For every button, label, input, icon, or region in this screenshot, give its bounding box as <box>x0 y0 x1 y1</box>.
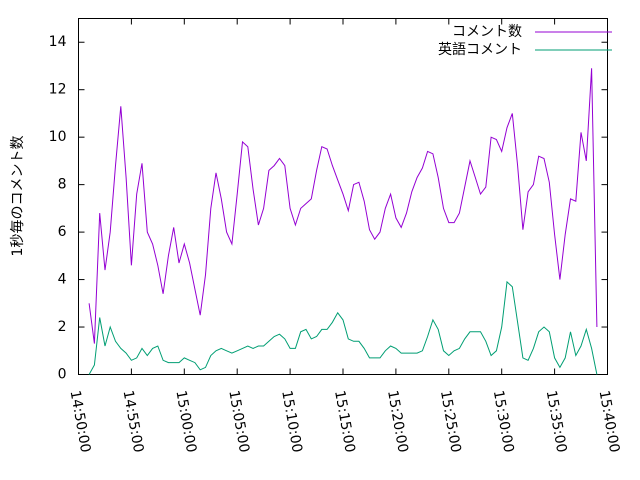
x-tick-label: 15:30:00 <box>490 389 517 454</box>
legend-label: 英語コメント <box>438 41 522 58</box>
x-tick-label: 15:05:00 <box>225 389 252 454</box>
x-tick-label: 15:35:00 <box>543 389 570 454</box>
y-tick-label: 6 <box>58 224 67 240</box>
y-tick-label: 2 <box>58 319 67 335</box>
x-tick-label: 14:55:00 <box>120 389 147 454</box>
x-tick-label: 15:40:00 <box>596 389 623 454</box>
x-tick-label: 14:50:00 <box>67 389 94 454</box>
y-tick-label: 0 <box>58 367 67 383</box>
y-tick-label: 10 <box>49 129 67 145</box>
y-tick-label: 4 <box>58 272 67 288</box>
y-tick-label: 14 <box>49 34 67 50</box>
y-tick-label: 8 <box>58 177 67 193</box>
x-tick-label: 15:15:00 <box>331 389 358 454</box>
y-axis-label: 1秒毎のコメント数 <box>10 136 26 257</box>
series-line <box>88 280 598 375</box>
x-tick-label: 15:20:00 <box>384 389 411 454</box>
x-tick-label: 15:10:00 <box>278 389 305 454</box>
legend-label: コメント数 <box>452 24 522 40</box>
x-tick-label: 15:00:00 <box>172 389 199 454</box>
x-tick-label: 15:25:00 <box>437 389 464 454</box>
series-line <box>88 68 598 344</box>
y-tick-label: 12 <box>49 82 67 98</box>
